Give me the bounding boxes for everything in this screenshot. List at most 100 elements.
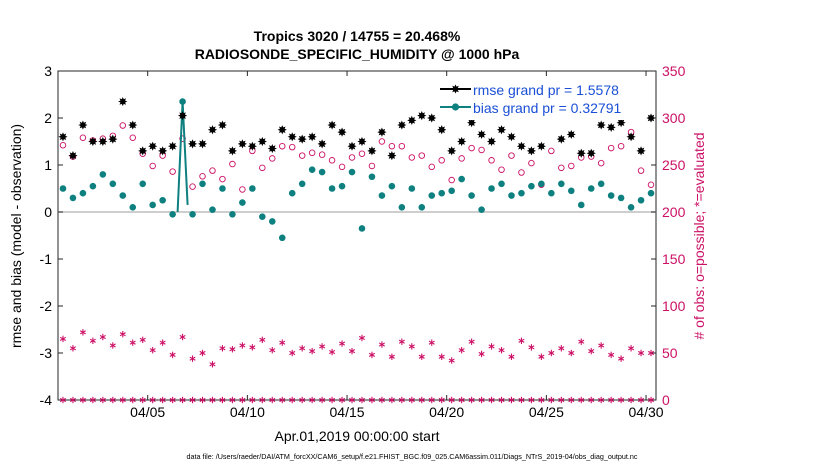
evaluated-obs-point [259,336,266,344]
evaluated-obs-point [179,333,186,341]
bias-point [89,182,97,190]
zero-count-point [348,396,356,404]
bias-point [278,234,286,242]
evaluated-obs-point [438,353,445,360]
possible-obs-point [189,183,196,190]
zero-count-point [528,396,535,404]
evaluated-obs-point [358,334,366,342]
bias-point [59,185,67,192]
bias-point [189,211,196,218]
bias-point [577,201,585,209]
zero-count-point [119,396,126,404]
possible-obs-point [428,163,436,171]
bias-point [468,192,475,199]
bias-point [268,218,276,225]
right-tick-label: 250 [662,157,686,173]
rmse-point [267,143,277,154]
possible-obs-point [259,164,266,172]
evaluated-obs-point [139,336,146,344]
bias-point [199,180,206,188]
evaluated-obs-point [169,351,176,359]
rmse-point [576,148,586,158]
possible-obs-point [219,175,226,183]
evaluated-obs-point [568,349,575,357]
left-tick-label: -2 [40,298,53,314]
evaluated-obs-point [508,353,515,360]
zero-count-point [79,396,86,404]
right-tick-label: 150 [662,251,686,267]
rmse-point [427,113,437,123]
right-tick-label: 100 [662,298,686,314]
rmse-point [237,139,247,149]
rmse-point [247,141,257,151]
rmse-point [168,141,178,151]
zero-count-point [169,396,176,404]
rmse-point [467,118,477,128]
rmse-point [68,151,78,161]
rmse-point [227,146,238,156]
bias-point [587,185,595,192]
zero-count-point [428,396,435,404]
bias-point [79,189,87,197]
zero-count-point [618,396,625,404]
evaluated-obs-point [319,343,326,350]
rmse-point [596,120,606,130]
possible-obs-point [269,155,276,162]
possible-obs-point [408,154,416,161]
left-tick-label: 2 [44,110,52,126]
zero-count-point [109,396,116,404]
rmse-point [307,132,317,142]
left-axis-ticks: 3 2 1 0 -1 -2 -3 -4 [40,63,656,408]
rmse-point [148,141,158,151]
zero-count-point [199,396,206,404]
legend-rmse-label: rmse grand pr = 1.5578 [473,82,619,98]
evaluated-obs-point [488,343,495,350]
evaluated-obs-point [518,337,525,344]
possible-obs-point [548,147,555,155]
possible-obs-point [478,146,485,154]
rmse-point [138,146,148,156]
zero-count-point [358,396,366,404]
possible-obs-point [607,144,615,152]
evaluated-obs-point [498,346,505,354]
possible-obs-point [398,142,406,150]
left-tick-label: -3 [40,345,53,361]
rmse-point [207,125,218,135]
y-axis-right-label: # of obs: o=possible; *=evaluated [691,132,707,339]
right-axis-ticks: 350 300 250 200 150 100 50 0 [662,63,686,408]
possible-obs-point [458,155,465,162]
rmse-point [98,136,108,147]
evaluated-obs-point [189,355,196,362]
rmse-point [377,127,387,137]
bias-point [428,192,436,199]
rmse-point [476,129,487,140]
bias-point [169,211,176,218]
evaluated-obs-point [149,346,156,354]
evaluated-obs-point [129,339,136,346]
zero-count-point [458,396,465,404]
bias-point [318,168,326,176]
bias-point [69,194,77,202]
evaluated-obs-point [69,345,76,352]
zero-count-point [269,396,276,404]
zero-count-point [448,396,455,404]
right-tick-label: 50 [662,345,678,361]
bias-point [647,189,655,197]
zero-count-point [598,396,605,404]
rmse-point [646,113,656,123]
possible-obs-point [328,157,336,164]
bias-point [498,180,505,188]
zero-count-point [99,396,106,404]
possible-obs-point [597,159,605,167]
possible-obs-point [448,176,455,184]
rmse-point [536,141,546,151]
rmse-point [586,148,596,158]
zero-count-point [129,396,136,404]
bias-point [99,171,107,178]
zero-count-point [548,396,555,404]
bias-point [538,180,545,188]
evaluated-obs-point [398,338,405,345]
bias-point [617,194,625,202]
zero-count-point [59,396,67,404]
